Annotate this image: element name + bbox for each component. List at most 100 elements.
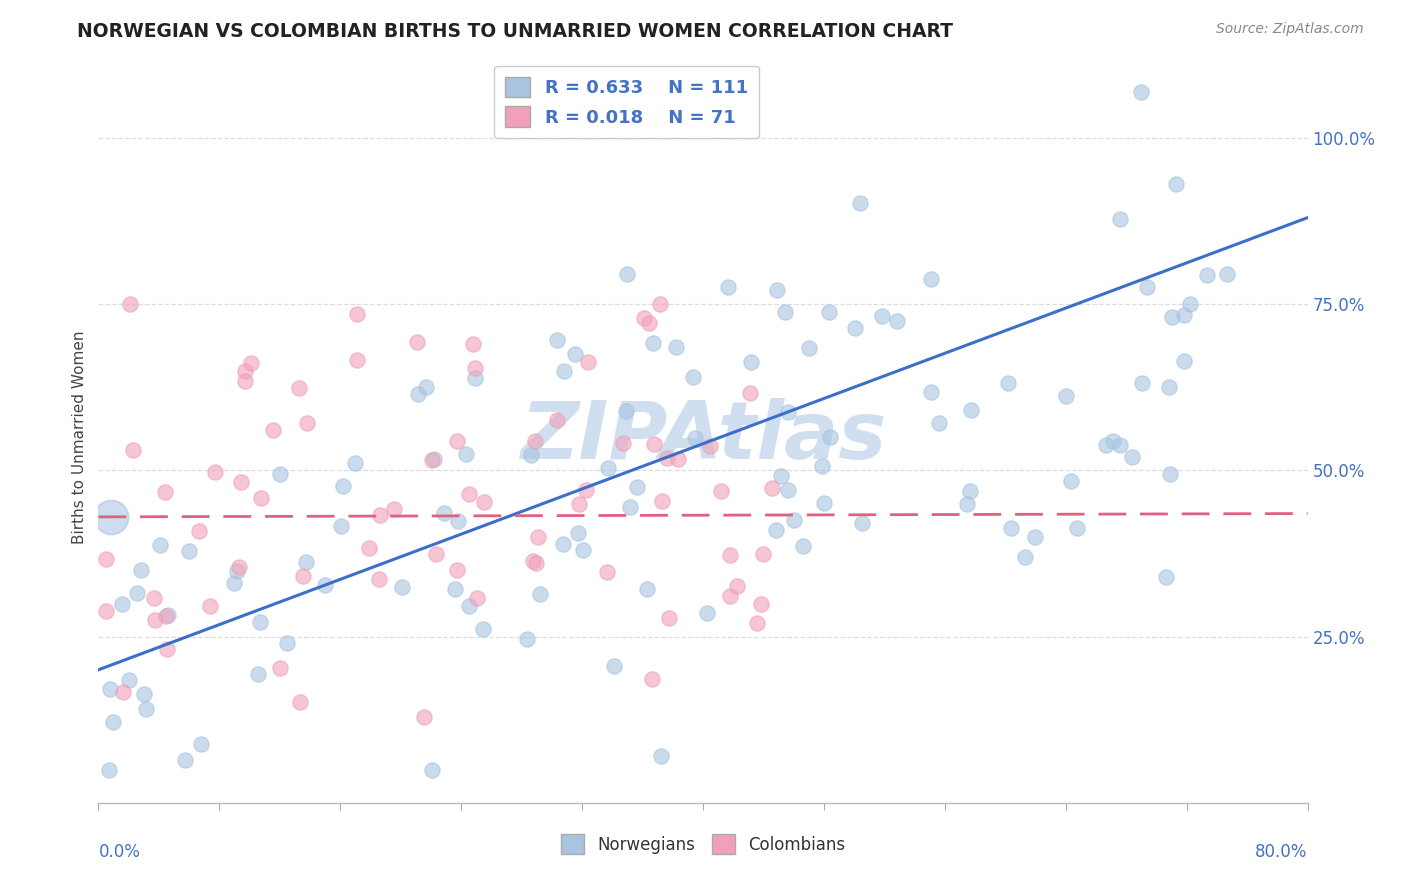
Point: [228, 560, 250, 574]
Point: [240, 356, 263, 370]
Point: [655, 450, 678, 465]
Point: [1024, 530, 1046, 544]
Point: [143, 591, 166, 605]
Point: [155, 609, 177, 624]
Point: [464, 360, 486, 375]
Point: [818, 430, 841, 444]
Point: [444, 582, 467, 597]
Point: [849, 196, 872, 211]
Point: [637, 316, 659, 330]
Point: [546, 333, 568, 347]
Point: [851, 516, 873, 531]
Point: [1173, 309, 1195, 323]
Point: [720, 590, 742, 604]
Point: [269, 661, 291, 675]
Point: [765, 283, 787, 297]
Point: [564, 347, 586, 361]
Point: [568, 497, 591, 511]
Point: [1060, 474, 1083, 488]
Point: [415, 380, 437, 394]
Point: [420, 763, 443, 777]
Point: [1164, 177, 1187, 191]
Point: [156, 607, 179, 622]
Point: [716, 280, 738, 294]
Point: [595, 106, 617, 120]
Point: [111, 684, 134, 698]
Y-axis label: Births to Unmarried Women: Births to Unmarried Women: [72, 330, 87, 544]
Point: [288, 381, 311, 395]
Point: [132, 687, 155, 701]
Point: [616, 268, 638, 282]
Point: [423, 452, 446, 467]
Point: [314, 578, 336, 592]
Point: [960, 403, 983, 417]
Point: [920, 384, 942, 399]
Legend: Norwegians, Colombians: Norwegians, Colombians: [554, 828, 852, 860]
Point: [229, 475, 252, 489]
Point: [420, 453, 443, 467]
Point: [1108, 438, 1130, 452]
Point: [343, 456, 366, 470]
Point: [619, 500, 641, 515]
Point: [247, 666, 270, 681]
Point: [149, 538, 172, 552]
Point: [457, 487, 479, 501]
Point: [523, 434, 546, 448]
Point: [524, 557, 547, 571]
Point: [886, 314, 908, 328]
Point: [699, 439, 721, 453]
Point: [603, 658, 626, 673]
Point: [783, 513, 806, 527]
Point: [406, 334, 429, 349]
Point: [463, 336, 485, 351]
Point: [792, 539, 814, 553]
Point: [572, 543, 595, 558]
Point: [454, 447, 477, 461]
Point: [225, 564, 247, 578]
Point: [956, 497, 979, 511]
Point: [100, 509, 122, 524]
Point: [775, 305, 797, 319]
Point: [665, 340, 688, 354]
Point: [959, 483, 981, 498]
Point: [446, 434, 468, 448]
Point: [269, 467, 291, 482]
Point: [516, 632, 538, 647]
Point: [596, 461, 619, 475]
Point: [641, 672, 664, 686]
Point: [143, 613, 166, 627]
Point: [740, 355, 762, 369]
Point: [527, 530, 550, 544]
Point: [641, 335, 664, 350]
Point: [636, 582, 658, 596]
Point: [683, 432, 706, 446]
Point: [778, 483, 800, 498]
Point: [433, 507, 456, 521]
Point: [650, 749, 672, 764]
Point: [97, 763, 120, 777]
Point: [1160, 310, 1182, 324]
Point: [288, 695, 311, 709]
Text: NORWEGIAN VS COLOMBIAN BIRTHS TO UNMARRIED WOMEN CORRELATION CHART: NORWEGIAN VS COLOMBIAN BIRTHS TO UNMARRI…: [77, 22, 953, 41]
Point: [1156, 570, 1178, 584]
Point: [156, 641, 179, 656]
Point: [596, 565, 619, 579]
Point: [368, 508, 391, 522]
Point: [682, 370, 704, 384]
Point: [118, 297, 141, 311]
Point: [122, 442, 145, 457]
Point: [799, 341, 821, 355]
Point: [198, 599, 221, 614]
Point: [1095, 438, 1118, 452]
Point: [384, 501, 406, 516]
Point: [657, 611, 679, 625]
Point: [1197, 268, 1219, 282]
Point: [465, 591, 488, 605]
Point: [346, 307, 368, 321]
Point: [1136, 279, 1159, 293]
Point: [406, 387, 429, 401]
Point: [233, 374, 256, 388]
Point: [446, 514, 468, 528]
Point: [222, 575, 245, 590]
Point: [173, 753, 195, 767]
